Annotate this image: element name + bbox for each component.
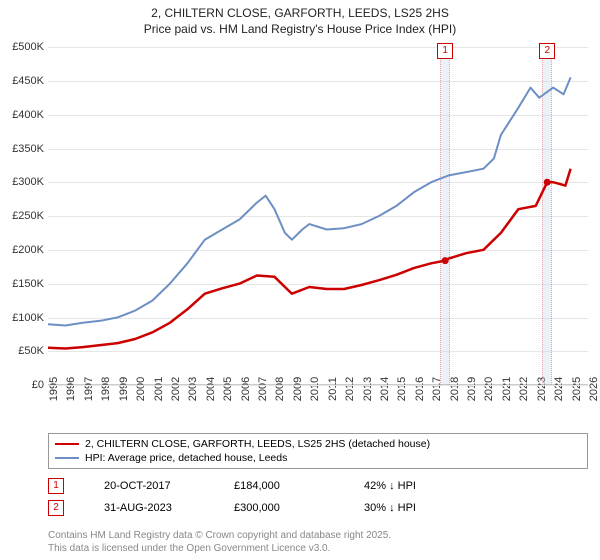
y-tick-label: £150K	[12, 278, 44, 290]
legend-row: 2, CHILTERN CLOSE, GARFORTH, LEEDS, LS25…	[55, 437, 581, 451]
y-tick-label: £200K	[12, 244, 44, 256]
plot-area: £0£50K£100K£150K£200K£250K£300K£350K£400…	[48, 47, 588, 385]
chart-container: 2, CHILTERN CLOSE, GARFORTH, LEEDS, LS25…	[0, 0, 600, 560]
legend-label: HPI: Average price, detached house, Leed…	[85, 452, 287, 464]
event-marker-num: 2	[48, 500, 64, 516]
event-row: 1 20-OCT-2017 £184,000 42% ↓ HPI	[48, 475, 588, 497]
y-tick-label: £400K	[12, 109, 44, 121]
legend-row: HPI: Average price, detached house, Leed…	[55, 451, 581, 465]
series-price_paid	[48, 169, 571, 349]
y-tick-label: £500K	[12, 41, 44, 53]
event-delta: 30% ↓ HPI	[364, 502, 454, 514]
title-line-1: 2, CHILTERN CLOSE, GARFORTH, LEEDS, LS25…	[8, 6, 592, 22]
event-date: 20-OCT-2017	[104, 480, 194, 492]
legend-swatch	[55, 457, 79, 459]
chart-marker-num: 2	[539, 43, 555, 59]
chart-wrap: £0 £50K £100K £150K £200K £250K £300K £350K £400…	[0, 39, 600, 429]
series-svg	[48, 47, 588, 385]
footer: Contains HM Land Registry data © Crown c…	[48, 529, 588, 555]
title-line-2: Price paid vs. HM Land Registry's House …	[8, 22, 592, 38]
y-tick-label: £100K	[12, 312, 44, 324]
event-dot	[544, 179, 551, 186]
event-marker-num: 1	[48, 478, 64, 494]
y-tick-label: £250K	[12, 210, 44, 222]
y-tick-label: £450K	[12, 75, 44, 87]
footer-line: Contains HM Land Registry data © Crown c…	[48, 529, 588, 542]
event-price: £300,000	[234, 502, 324, 514]
legend-label: 2, CHILTERN CLOSE, GARFORTH, LEEDS, LS25…	[85, 438, 430, 450]
y-tick-label: £300K	[12, 176, 44, 188]
footer-line: This data is licensed under the Open Gov…	[48, 542, 588, 555]
x-tick-label: 2026	[588, 377, 600, 401]
events-table: 1 20-OCT-2017 £184,000 42% ↓ HPI 2 31-AU…	[48, 475, 588, 519]
chart-marker-num: 1	[437, 43, 453, 59]
y-tick-label: £50K	[18, 345, 44, 357]
title-block: 2, CHILTERN CLOSE, GARFORTH, LEEDS, LS25…	[0, 0, 600, 39]
event-row: 2 31-AUG-2023 £300,000 30% ↓ HPI	[48, 497, 588, 519]
event-dot	[442, 257, 449, 264]
event-date: 31-AUG-2023	[104, 502, 194, 514]
y-tick-label: £350K	[12, 143, 44, 155]
event-price: £184,000	[234, 480, 324, 492]
y-tick-label: £0	[32, 379, 44, 391]
legend-swatch	[55, 443, 79, 445]
legend-box: 2, CHILTERN CLOSE, GARFORTH, LEEDS, LS25…	[48, 433, 588, 469]
event-delta: 42% ↓ HPI	[364, 480, 454, 492]
